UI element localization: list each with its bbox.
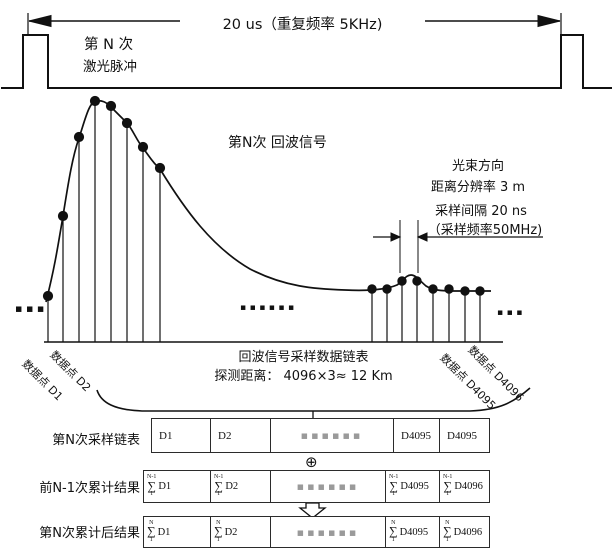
laser-pulse-label-line1: 第 N 次 [84, 37, 134, 53]
table-cell-ellipsis: ▪▪▪▪▪▪ [271, 419, 394, 452]
table-cell-ellipsis: ▪▪▪▪▪▪ [271, 517, 386, 547]
table-cell-d4095: D4095 [394, 419, 440, 452]
sum-cell-d4096: N-1 ∑ 1 D4096 [443, 474, 483, 498]
laser-pulse-label-line2: 激光脉冲 [83, 59, 137, 75]
merge-arrow-icon [298, 502, 327, 519]
sum-symbol: N-1 ∑ 1 [389, 474, 399, 498]
sum-symbol: N ∑ 1 [147, 519, 156, 543]
sum-symbol: N-1 ∑ 1 [214, 474, 224, 498]
period-label: 20 us（重复频率 5KHz) [180, 13, 425, 34]
sample-rate-label: （采样频率50MHz) [427, 223, 543, 238]
sum-symbol: N ∑ 1 [389, 519, 398, 543]
sum-cell-d1: N ∑ 1 D1 [144, 517, 211, 547]
previous-accumulation-row: N-1 ∑ 1 D1 N-1 ∑ 1 D2 ▪▪▪▪▪▪ N-1 ∑ 1 D40… [143, 470, 490, 503]
linked-list-caption: 回波信号采样数据链表 [238, 350, 369, 365]
sample-interval-label: 采样间隔 20 ns [435, 204, 527, 219]
sum-cell-d4095: N-1 ∑ 1 D4095 [386, 471, 440, 502]
table-cell-d4096: D4095 [447, 429, 477, 442]
table-cell-d1: D1 [152, 419, 211, 452]
result-accumulation-row: N ∑ 1 D1 N ∑ 1 D2 ▪▪▪▪▪▪ N ∑ 1 D4095 N ∑ [143, 516, 490, 548]
detection-range-caption: 探测距离： 4096×3≈ 12 Km [214, 369, 393, 384]
row1-label: 第N次采样链表 [52, 433, 140, 448]
beam-direction-label: 光束方向 [451, 159, 504, 174]
sum-symbol: N ∑ 1 [443, 519, 452, 543]
sum-symbol: N ∑ 1 [214, 519, 223, 543]
ellipsis-right: ▪▪▪ [497, 308, 526, 318]
sample-interval-guides [399, 220, 419, 273]
row3-label: 第N次累计后结果 [39, 526, 140, 541]
sample-lines-right [367, 276, 485, 342]
sum-cell-d4095: N ∑ 1 D4095 [386, 517, 440, 547]
sum-cell-d4096: N ∑ 1 D4096 [443, 519, 483, 543]
plus-operator: ⊕ [305, 453, 318, 471]
sum-symbol: N-1 ∑ 1 [443, 474, 453, 498]
ellipsis-left: ▪▪▪ [15, 302, 48, 315]
sum-cell-d2: N-1 ∑ 1 D2 [211, 471, 271, 502]
sum-cell-d2: N ∑ 1 D2 [211, 517, 271, 547]
sample-lines-left [42, 95, 166, 342]
sum-cell-d1: N-1 ∑ 1 D1 [144, 471, 211, 502]
range-resolution-label: 距离分辨率 3 m [430, 180, 526, 195]
table-cell-d2: D2 [211, 419, 271, 452]
sum-symbol: N-1 ∑ 1 [147, 474, 157, 498]
row2-label: 前N-1次累计结果 [39, 481, 140, 496]
sample-list-row: D1 D2 ▪▪▪▪▪▪ D4095 D4095 [151, 418, 490, 453]
brace-curve [96, 387, 531, 418]
echo-title: 第N次 回波信号 [228, 135, 327, 151]
table-cell-ellipsis: ▪▪▪▪▪▪ [271, 471, 386, 502]
pulse-waveform [1, 13, 612, 89]
ellipsis-middle: ▪▪▪▪▪▪ [240, 303, 298, 313]
sample-interval-arrows [373, 232, 543, 242]
